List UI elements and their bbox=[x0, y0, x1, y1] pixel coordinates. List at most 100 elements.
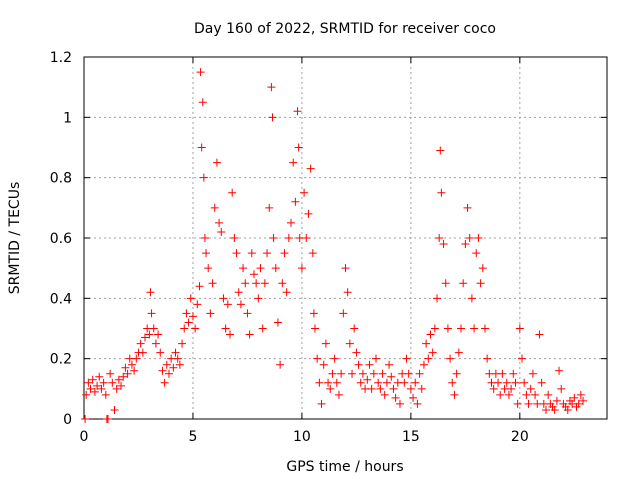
data-point bbox=[306, 164, 315, 173]
data-point bbox=[278, 279, 287, 288]
data-point bbox=[221, 324, 230, 333]
data-point bbox=[136, 339, 145, 348]
data-point bbox=[108, 378, 117, 387]
data-point bbox=[406, 384, 415, 393]
data-point bbox=[518, 354, 527, 363]
data-point bbox=[310, 324, 319, 333]
data-point bbox=[511, 378, 520, 387]
data-point bbox=[504, 390, 513, 399]
data-point bbox=[443, 324, 452, 333]
data-point bbox=[419, 360, 428, 369]
data-point bbox=[193, 300, 202, 309]
data-point bbox=[191, 324, 200, 333]
data-point bbox=[268, 113, 277, 122]
y-tick-label: 1.2 bbox=[50, 50, 72, 66]
data-point bbox=[226, 330, 235, 339]
data-point bbox=[210, 203, 219, 212]
data-point bbox=[309, 309, 318, 318]
data-point bbox=[200, 234, 209, 242]
data-point bbox=[428, 348, 437, 357]
data-point bbox=[263, 249, 272, 258]
data-point bbox=[450, 390, 459, 399]
data-point bbox=[304, 209, 313, 218]
data-point bbox=[363, 375, 372, 384]
data-point bbox=[411, 378, 420, 387]
data-point bbox=[382, 378, 391, 387]
data-point bbox=[391, 393, 400, 402]
data-point bbox=[117, 381, 126, 390]
data-point bbox=[130, 366, 139, 375]
data-point bbox=[112, 384, 121, 393]
data-point bbox=[526, 384, 535, 393]
data-point bbox=[93, 381, 102, 390]
data-point bbox=[252, 279, 261, 288]
data-point bbox=[291, 197, 300, 206]
axis-ticks: 0 5 10 15 20 0 0.2 0.4 0.6 0.8 1 1.2 bbox=[50, 50, 607, 445]
data-point bbox=[557, 384, 566, 393]
data-point bbox=[199, 173, 208, 182]
data-point bbox=[324, 378, 333, 387]
data-point bbox=[348, 369, 357, 378]
data-point bbox=[132, 354, 141, 363]
data-point bbox=[385, 360, 394, 369]
data-point bbox=[95, 372, 104, 381]
data-point bbox=[321, 339, 330, 348]
data-point bbox=[343, 288, 352, 297]
data-point bbox=[258, 324, 267, 333]
data-point bbox=[435, 234, 444, 242]
data-point bbox=[147, 309, 156, 318]
data-point bbox=[387, 372, 396, 381]
data-point bbox=[186, 294, 195, 303]
data-point bbox=[97, 384, 106, 393]
data-point bbox=[369, 369, 378, 378]
data-point bbox=[417, 384, 426, 393]
data-point bbox=[256, 264, 265, 273]
data-point bbox=[413, 399, 422, 408]
data-point bbox=[489, 384, 498, 393]
data-point bbox=[127, 360, 136, 369]
data-point bbox=[317, 399, 326, 408]
data-point bbox=[404, 369, 413, 378]
data-point bbox=[356, 378, 365, 387]
data-point bbox=[204, 264, 213, 273]
data-point bbox=[114, 375, 123, 384]
data-point bbox=[441, 279, 450, 288]
data-point bbox=[308, 249, 317, 258]
data-point bbox=[496, 390, 505, 399]
data-point bbox=[217, 227, 226, 236]
data-point bbox=[294, 143, 303, 152]
data-point bbox=[478, 264, 487, 273]
data-point bbox=[196, 68, 205, 77]
data-point bbox=[297, 264, 306, 273]
data-point bbox=[239, 264, 248, 273]
data-point bbox=[151, 339, 160, 348]
data-point bbox=[160, 378, 169, 387]
data-point bbox=[463, 203, 472, 212]
data-point bbox=[254, 294, 263, 303]
data-point bbox=[456, 324, 465, 333]
data-point bbox=[395, 399, 404, 408]
data-point bbox=[541, 405, 550, 414]
data-point bbox=[319, 360, 328, 369]
data-point bbox=[531, 390, 540, 399]
data-point bbox=[513, 399, 522, 408]
data-point bbox=[178, 339, 187, 348]
data-point bbox=[300, 188, 309, 197]
data-point bbox=[574, 399, 583, 408]
data-point bbox=[345, 339, 354, 348]
data-point bbox=[138, 348, 147, 357]
data-point bbox=[234, 288, 243, 297]
y-tick-label: 0.6 bbox=[50, 231, 72, 247]
data-point bbox=[400, 378, 409, 387]
data-point bbox=[271, 264, 280, 273]
data-point bbox=[544, 390, 553, 399]
data-point bbox=[82, 390, 91, 399]
data-point bbox=[121, 363, 130, 372]
data-point bbox=[522, 390, 531, 399]
data-point bbox=[243, 309, 252, 318]
data-point bbox=[99, 378, 108, 387]
data-point bbox=[337, 369, 346, 378]
data-point bbox=[520, 378, 529, 387]
data-point bbox=[326, 384, 335, 393]
